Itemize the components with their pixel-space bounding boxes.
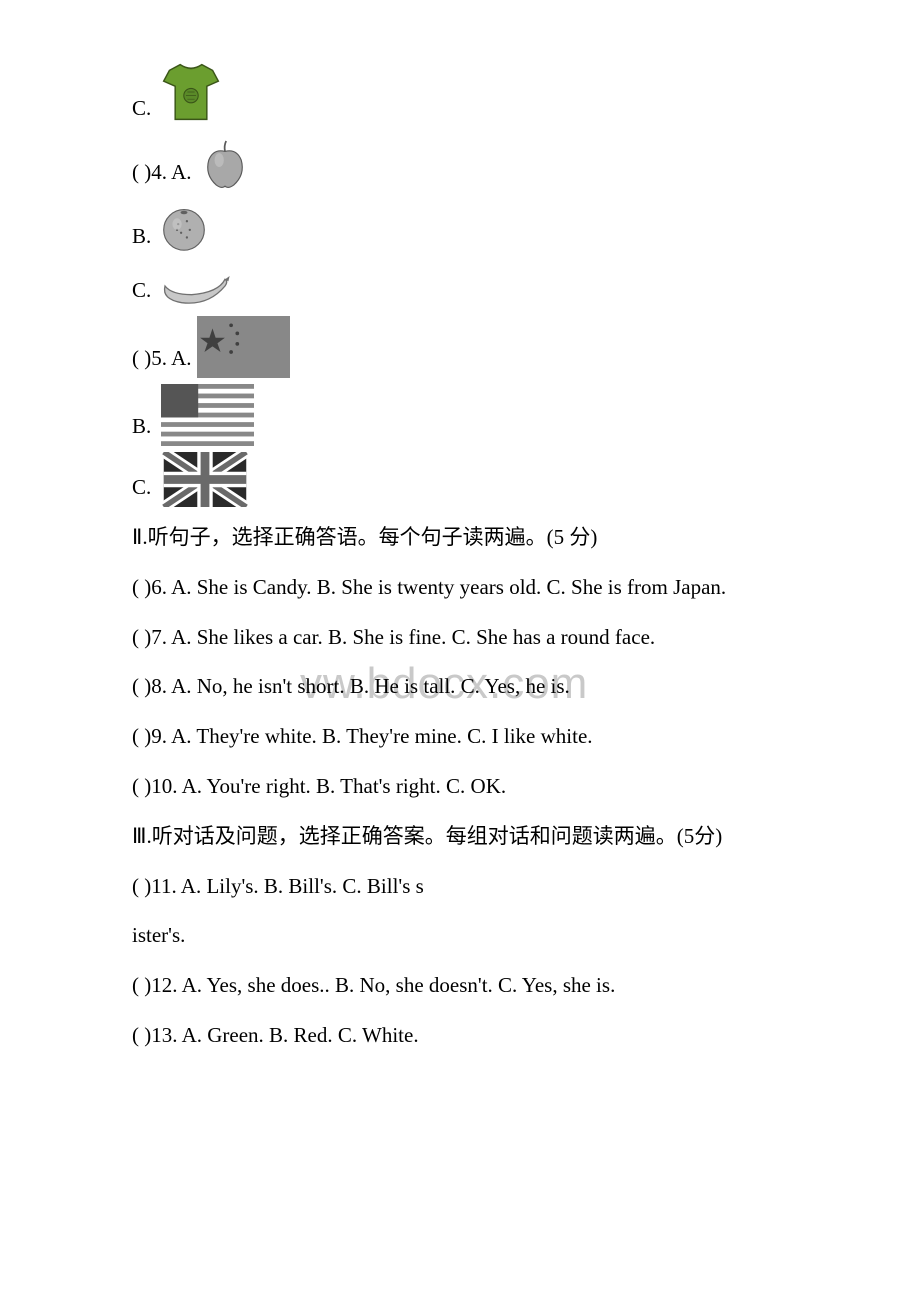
q5-label: ( )5. A.: [132, 340, 192, 378]
q5-option-a: ( )5. A.: [132, 316, 830, 378]
q5c-label: C.: [132, 469, 151, 507]
document-content: C. ( )4. A. B.: [90, 56, 830, 1055]
q5-option-b: B.: [132, 384, 830, 446]
question-13: ( )13. A. Green. B. Red. C. White.: [90, 1017, 830, 1055]
usa-flag-icon: [155, 384, 260, 446]
q5b-label: B.: [132, 408, 151, 446]
q4-option-a: ( )4. A.: [132, 134, 830, 192]
q4b-label: B.: [132, 218, 151, 256]
question-8: ( )8. A. No, he isn't short. B. He is ta…: [90, 668, 830, 706]
china-flag-icon: [196, 316, 291, 378]
question-11b: ister's.: [90, 917, 830, 955]
q4c-label: C.: [132, 272, 151, 310]
tshirt-icon: [155, 56, 227, 128]
orange-icon: [155, 198, 213, 256]
question-6: ( )6. A. She is Candy. B. She is twenty …: [90, 569, 830, 607]
uk-flag-icon: [155, 452, 255, 507]
q3c-label: C.: [132, 90, 151, 128]
section-2-heading: Ⅱ.听句子，选择正确答语。每个句子读两遍。(5 分): [90, 519, 830, 557]
banana-icon: [155, 262, 235, 310]
apple-icon: [196, 134, 254, 192]
question-10: ( )10. A. You're right. B. That's right.…: [90, 768, 830, 806]
q5-option-c: C.: [132, 452, 830, 507]
question-9: ( )9. A. They're white. B. They're mine.…: [90, 718, 830, 756]
question-11: ( )11. A. Lily's. B. Bill's. C. Bill's s: [90, 868, 830, 906]
q4-option-c: C.: [132, 262, 830, 310]
q3-option-c: C.: [132, 56, 830, 128]
section-3-heading: Ⅲ.听对话及问题，选择正确答案。每组对话和问题读两遍。(5分): [90, 818, 830, 856]
q4-label: ( )4. A.: [132, 154, 192, 192]
question-7: ( )7. A. She likes a car. B. She is fine…: [90, 619, 830, 657]
q4-option-b: B.: [132, 198, 830, 256]
question-12: ( )12. A. Yes, she does.. B. No, she doe…: [90, 967, 830, 1005]
